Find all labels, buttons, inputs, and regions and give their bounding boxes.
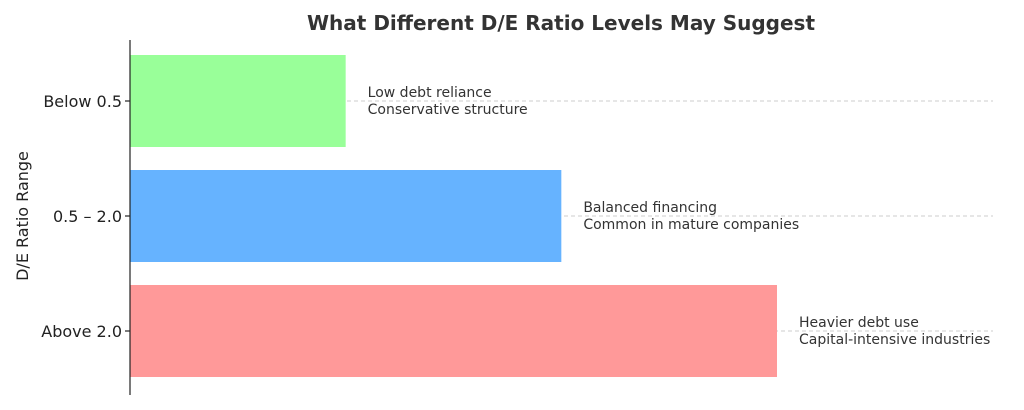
tick-layer: Below 0.5 0.5 – 2.0 Above 2.0 [41, 92, 130, 341]
y-tick-label: Below 0.5 [43, 92, 122, 111]
bar-annotation-line: Low debt reliance [368, 85, 492, 101]
y-tick-label: Above 2.0 [41, 322, 122, 341]
bar-annotation-line: Heavier debt use [799, 315, 919, 331]
y-axis-label: D/E Ratio Range [13, 151, 32, 281]
bar-2 [130, 170, 562, 262]
bar-annotation-line: Common in mature companies [583, 217, 799, 233]
bar-annotation-line: Conservative structure [368, 102, 528, 118]
y-tick-label: 0.5 – 2.0 [53, 207, 122, 226]
bar-layer [130, 55, 777, 377]
bar-annotation-line: Balanced financing [583, 200, 717, 216]
chart-title: What Different D/E Ratio Levels May Sugg… [307, 11, 815, 35]
bar-annotation-line: Capital-intensive industries [799, 332, 990, 348]
bar-3 [130, 285, 777, 377]
bar-1 [130, 55, 346, 147]
